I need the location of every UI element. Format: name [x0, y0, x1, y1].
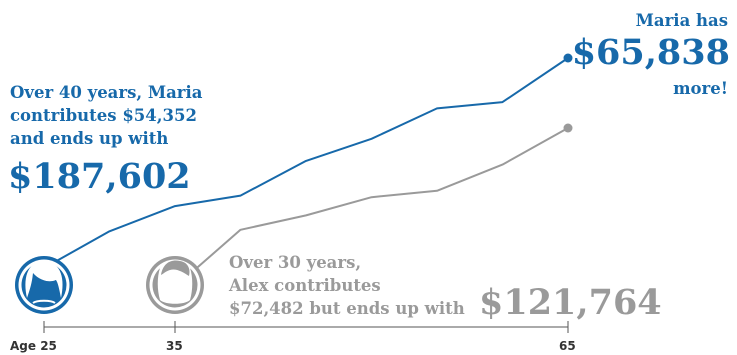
series-end-point-maria	[563, 53, 573, 63]
series-line-maria	[43, 57, 569, 269]
maria-note-line-2: contributes $54,352	[10, 106, 197, 125]
x-tick-label-65: 65	[559, 339, 576, 353]
x-tick-label-25: Age 25	[10, 339, 57, 353]
man-avatar-icon	[146, 256, 204, 314]
series-line-alex	[174, 127, 569, 288]
alex-note-line-2: Alex contributes	[229, 276, 381, 295]
woman-avatar-icon	[15, 256, 73, 314]
series-layer	[43, 53, 573, 288]
alex-note-line-3: $72,482 but ends up with	[229, 299, 465, 318]
alex-total: $121,764	[479, 282, 662, 323]
maria-total: $187,602	[8, 156, 191, 197]
maria-note-line-1: Over 40 years, Maria	[10, 83, 203, 102]
difference-label-bottom: more!	[673, 79, 728, 98]
alex-note-line-1: Over 30 years,	[229, 253, 362, 272]
series-end-point-alex	[563, 123, 573, 133]
difference-label-top: Maria has	[635, 11, 728, 30]
maria-note-line-3: and ends up with	[10, 129, 169, 148]
x-tick-label-35: 35	[166, 339, 183, 353]
difference-amount: $65,838	[571, 32, 730, 73]
